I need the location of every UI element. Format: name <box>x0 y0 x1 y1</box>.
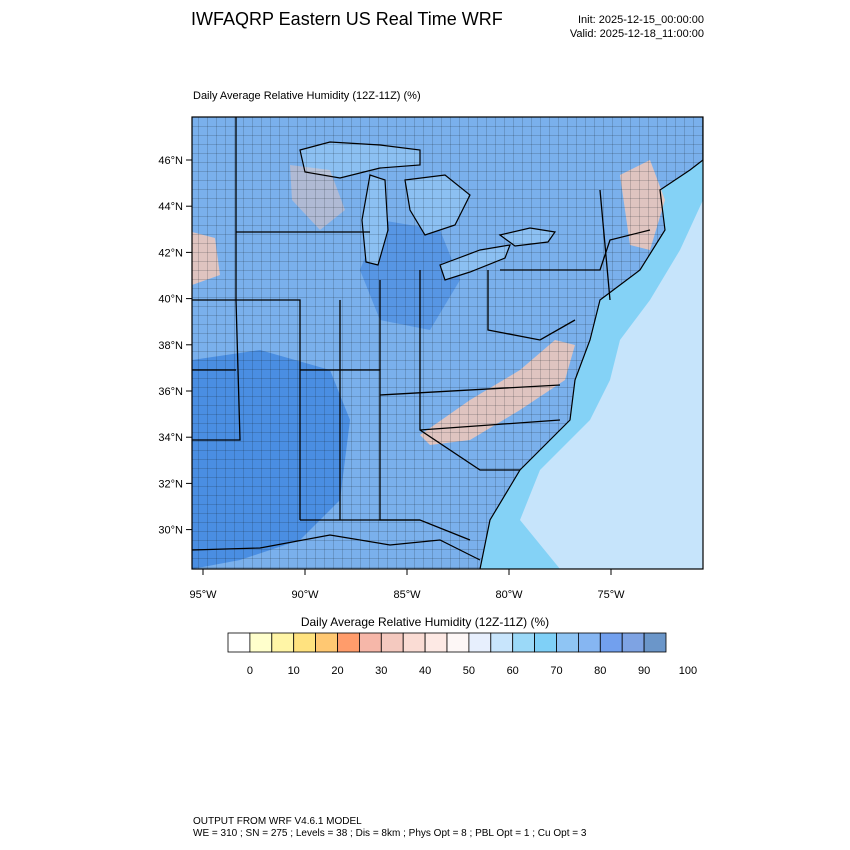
colorbar-label: 30 <box>375 665 387 677</box>
lat-label: 36°N <box>158 386 183 398</box>
chart-title: IWFAQRP Eastern US Real Time WRF <box>191 9 503 29</box>
colorbar-swatch <box>358 632 382 653</box>
model-version: OUTPUT FROM WRF V4.6.1 MODEL <box>193 816 362 827</box>
lat-label: 32°N <box>158 478 183 490</box>
colorbar: 0 10 20 30 40 50 60 70 80 90 100 <box>227 632 697 677</box>
ocean-offshore <box>520 200 703 569</box>
lon-label: 95°W <box>189 589 217 601</box>
colorbar-swatch <box>424 632 448 653</box>
valid-time: Valid: 2025-12-18_11:00:00 <box>569 28 704 40</box>
colorbar-swatch <box>227 632 251 653</box>
model-footer: OUTPUT FROM WRF V4.6.1 MODEL WE = 310 ; … <box>193 816 586 840</box>
colorbar-swatch <box>380 632 404 653</box>
colorbar-swatch <box>490 632 514 653</box>
lon-label: 90°W <box>291 589 319 601</box>
lat-label: 44°N <box>158 201 183 213</box>
lat-label: 38°N <box>158 340 183 352</box>
map-frame <box>191 116 704 570</box>
lat-label: 30°N <box>158 525 183 537</box>
colorbar-swatch <box>249 632 273 653</box>
colorbar-label: 10 <box>288 665 300 677</box>
colorbar-swatch <box>293 632 317 653</box>
longitude-axis: 95°W 90°W 85°W 80°W 75°W <box>189 569 625 601</box>
latitude-axis: 46°N 44°N 42°N 40°N 38°N 36°N 34°N 32°N 30°N <box>158 155 192 537</box>
colorbar-label: 50 <box>463 665 475 677</box>
colorbar-swatch <box>556 632 579 653</box>
colorbar-swatch <box>578 632 601 653</box>
colorbar-swatch <box>599 632 623 653</box>
colorbar-swatch <box>534 632 557 653</box>
colorbar-label: 70 <box>550 665 562 677</box>
lat-label: 34°N <box>158 432 183 444</box>
colorbar-swatch <box>468 632 492 653</box>
lat-label: 46°N <box>158 155 183 167</box>
colorbar-swatch <box>446 632 470 653</box>
init-time: Init: 2025-12-15_00:00:00 <box>578 14 704 26</box>
colorbar-swatch <box>271 632 295 653</box>
lon-label: 85°W <box>393 589 421 601</box>
colorbar-swatch <box>315 632 338 653</box>
colorbar-swatch <box>512 632 536 653</box>
colorbar-swatch <box>337 632 360 653</box>
colorbar-label: 80 <box>594 665 606 677</box>
colorbar-label: 0 <box>247 665 253 677</box>
colorbar-labels: 0 10 20 30 40 50 60 70 80 90 100 <box>247 665 697 677</box>
lat-label: 40°N <box>158 294 183 306</box>
lat-label: 42°N <box>158 247 183 259</box>
lon-label: 80°W <box>495 589 523 601</box>
colorbar-label: 90 <box>638 665 650 677</box>
colorbar-boxes <box>227 632 667 653</box>
coastlines <box>192 141 703 569</box>
colorbar-label: 60 <box>507 665 519 677</box>
colorbar-label: 40 <box>419 665 431 677</box>
county-boundaries <box>192 117 703 569</box>
map-subtitle: Daily Average Relative Humidity (12Z-11Z… <box>193 90 421 102</box>
model-config: WE = 310 ; SN = 275 ; Levels = 38 ; Dis … <box>193 828 587 839</box>
colorbar-title: Daily Average Relative Humidity (12Z-11Z… <box>300 615 550 629</box>
colorbar-swatch <box>402 632 426 653</box>
colorbar-label: 100 <box>679 665 697 677</box>
colorbar-swatch <box>643 632 667 653</box>
lon-label: 75°W <box>597 589 625 601</box>
colorbar-label: 20 <box>331 665 343 677</box>
humidity-map: 46°N 44°N 42°N 40°N 38°N 36°N 34°N 32°N 30°N 95°… <box>158 116 704 601</box>
run-times: Init: 2025-12-15_00:00:00 Valid: 2025-12… <box>570 13 704 41</box>
state-boundaries <box>192 117 651 541</box>
colorbar-swatch <box>621 632 645 653</box>
